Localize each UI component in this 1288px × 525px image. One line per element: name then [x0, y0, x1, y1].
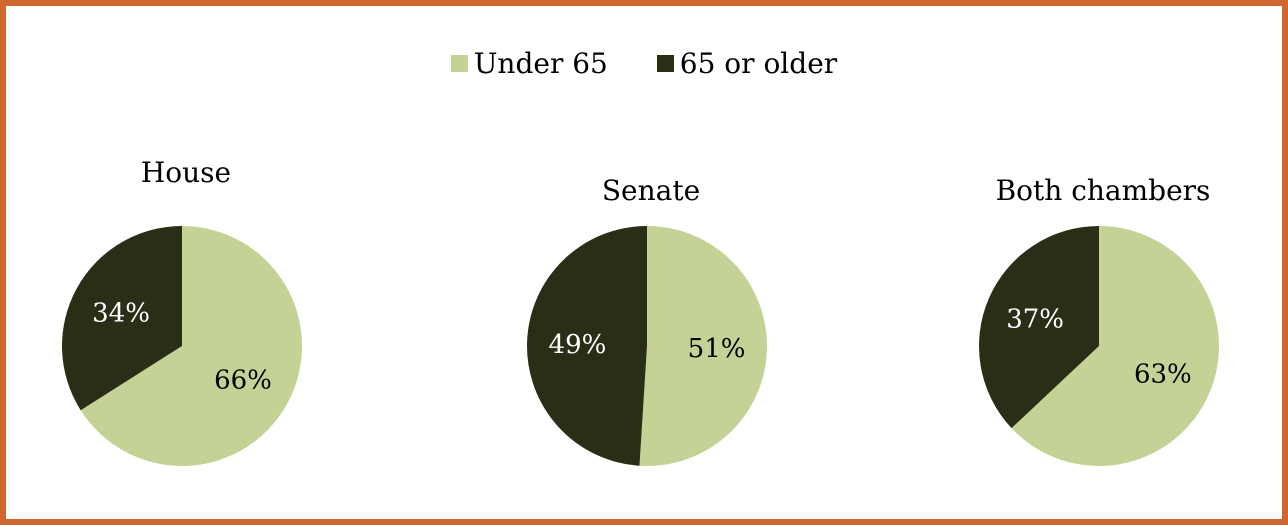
pie-title: Senate — [602, 174, 700, 207]
pie-senate: Senate 51% 49% — [526, 174, 767, 466]
pie-slice-65-or-older — [979, 226, 1099, 429]
pie-title: Both chambers — [996, 174, 1211, 207]
legend: Under 65 65 or older — [6, 46, 1282, 80]
legend-item-under-65: Under 65 — [450, 47, 608, 80]
legend-swatch-65-or-older — [656, 55, 674, 72]
slice-label-under-65: 66% — [214, 366, 272, 396]
slice-label-under-65: 51% — [688, 334, 746, 364]
slice-label-65-or-older: 34% — [92, 298, 150, 328]
pie-slice-under-65 — [639, 226, 767, 466]
pie-house: House 66% 34% — [62, 156, 302, 467]
slice-label-65-or-older: 49% — [549, 330, 607, 360]
pie-slice-under-65 — [80, 226, 302, 467]
legend-item-65-or-older: 65 or older — [656, 47, 838, 80]
legend-label-65-or-older: 65 or older — [679, 47, 838, 80]
slice-label-65-or-older: 37% — [1006, 304, 1064, 334]
legend-swatch-under-65 — [450, 55, 468, 72]
legend-label-under-65: Under 65 — [473, 47, 608, 80]
pie-slice-65-or-older — [526, 226, 647, 466]
slice-label-under-65: 63% — [1134, 360, 1192, 390]
pie-title: House — [141, 156, 231, 189]
pie-slice-under-65 — [1011, 226, 1220, 466]
pie-both-chambers: Both chambers 63% 37% — [979, 174, 1220, 466]
pie-slice-65-or-older — [62, 226, 183, 411]
